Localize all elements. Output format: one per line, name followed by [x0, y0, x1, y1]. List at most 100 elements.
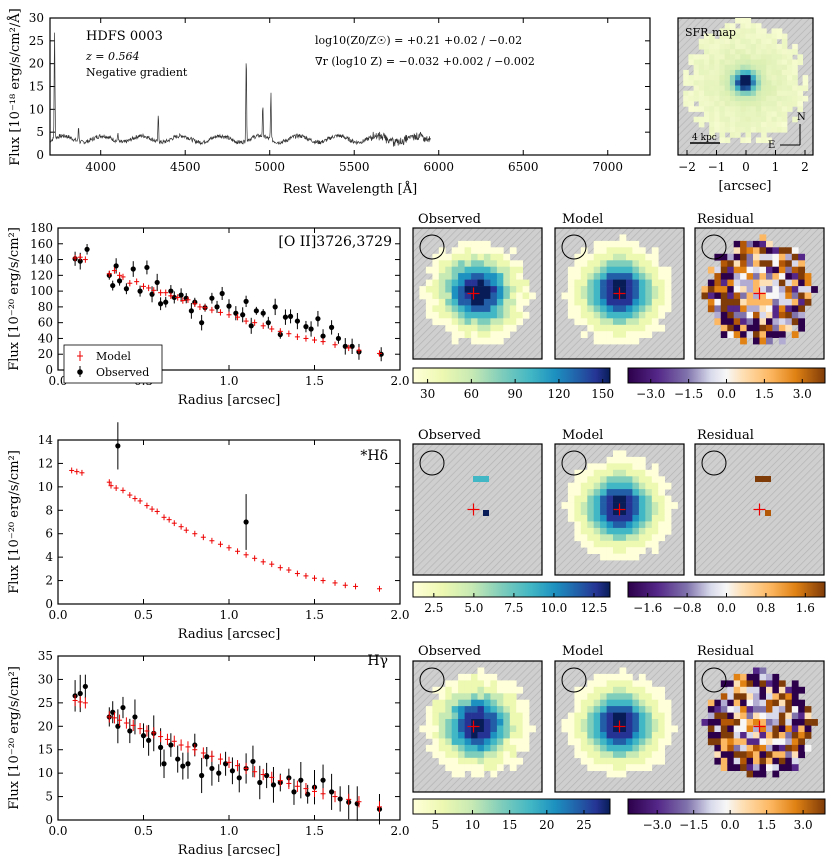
map-pixel	[606, 534, 614, 542]
observed-point	[77, 690, 83, 697]
observed-point	[168, 742, 174, 748]
colorbar-tick-label: 10	[465, 818, 480, 832]
colorbar-tick-label: 150	[591, 387, 614, 401]
sfr-pixel	[724, 44, 731, 50]
sfr-pixel	[719, 101, 726, 107]
map-pixel	[458, 770, 465, 778]
map-pixel	[720, 324, 728, 332]
sfr-pixel	[745, 111, 752, 118]
map-pixel	[587, 693, 595, 701]
map-pixel	[651, 502, 659, 509]
map-pixel	[419, 286, 427, 293]
map-pixel	[626, 521, 633, 529]
map-pixel	[490, 286, 498, 293]
map-pixel	[606, 298, 614, 306]
map-pixel	[707, 725, 715, 733]
map-pixel	[727, 693, 735, 701]
map-pixel	[772, 712, 780, 720]
map-pixel	[638, 693, 646, 701]
map-pixel	[509, 266, 517, 274]
map-pixel	[490, 337, 498, 345]
map-pixel	[574, 508, 582, 516]
sfr-pixel	[761, 127, 767, 133]
map-pixel	[746, 744, 754, 752]
map-pixel	[613, 770, 620, 778]
map-pixel	[606, 502, 614, 509]
map-pixel	[613, 286, 620, 293]
map-pixel	[785, 286, 793, 293]
psf-circle	[561, 667, 587, 693]
map-pixel	[632, 456, 640, 464]
map-pixel	[490, 699, 498, 707]
sfr-pixel	[761, 85, 767, 92]
map-pixel	[658, 712, 665, 720]
map-pixel	[619, 469, 627, 477]
observed-point	[270, 782, 277, 788]
map-pixel	[490, 331, 498, 338]
map-pixel	[778, 719, 786, 726]
map-pixel	[464, 292, 472, 300]
map-pixel	[432, 292, 440, 300]
map-pixel	[574, 706, 582, 713]
map-pixel	[727, 273, 735, 280]
sfr-pixel	[766, 64, 772, 71]
map-pixel	[593, 240, 601, 248]
ylabel: Flux [10⁻²⁰ erg/s/cm²]	[7, 227, 22, 371]
map-pixel	[804, 719, 812, 726]
map-pixel	[600, 298, 607, 306]
sfr-pixel	[771, 28, 778, 34]
map-pixel	[490, 266, 498, 274]
map-pixel	[432, 260, 440, 268]
sfr-pixel	[745, 54, 752, 60]
map-pixel	[632, 292, 640, 300]
map-pixel	[714, 279, 722, 287]
map-pixel	[587, 324, 595, 332]
map-pixel	[638, 719, 646, 726]
map-pixel	[727, 292, 735, 300]
map-pixel	[619, 744, 627, 752]
map-pixel	[593, 324, 601, 332]
spectrum-xtick-label: 5500	[339, 160, 370, 174]
map-pixel	[613, 311, 620, 319]
map-pixel	[645, 719, 653, 726]
map-pixel	[458, 699, 465, 707]
map-pixel	[477, 260, 485, 268]
map-pixel	[445, 699, 453, 707]
map-pixel	[658, 686, 665, 694]
map-pixel	[651, 534, 659, 542]
map-pixel	[464, 331, 472, 338]
map-pixel	[496, 693, 504, 701]
colorbar-tick-label: 20	[539, 818, 554, 832]
map-pixel	[753, 273, 760, 280]
map-pixel	[613, 712, 620, 720]
map-pixel	[720, 253, 728, 261]
map-pixel	[746, 273, 754, 280]
map-pixel	[645, 534, 653, 542]
map-pixel	[733, 286, 741, 293]
map-pixel	[438, 686, 446, 694]
map-pixel	[626, 686, 633, 694]
map-pixel	[632, 744, 640, 752]
sfr-pixel	[771, 54, 778, 60]
map-pixel	[606, 706, 614, 713]
map-pixel	[619, 699, 627, 707]
map-pixel	[740, 318, 747, 326]
map-pixel	[791, 757, 799, 765]
sfr-pixel	[709, 64, 715, 71]
map-pixel	[772, 757, 780, 765]
sfr-pixel	[729, 38, 736, 45]
map-pixel	[613, 502, 620, 509]
sfr-pixel	[761, 28, 767, 34]
map-pixel	[509, 719, 517, 726]
sfr-pixel	[704, 111, 710, 118]
colorbar-tick-label: 120	[547, 387, 570, 401]
map-pixel	[451, 260, 459, 268]
sfr-pixel	[698, 64, 705, 71]
map-pixel	[746, 331, 754, 338]
map-pixel	[733, 298, 741, 306]
map-pixel	[766, 240, 773, 248]
map-pixel	[613, 547, 620, 554]
map-pixel	[645, 744, 653, 752]
map-pixel	[580, 725, 588, 733]
